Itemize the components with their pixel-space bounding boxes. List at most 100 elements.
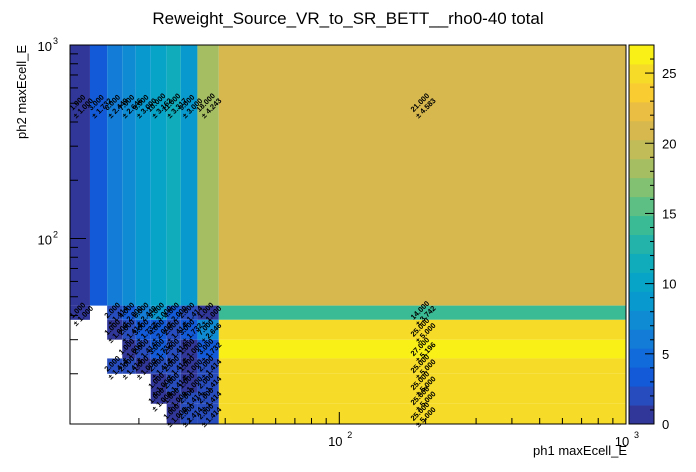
heatmap-cell xyxy=(166,319,181,340)
colorbar-segment xyxy=(629,329,654,349)
heatmap-cell xyxy=(135,319,151,340)
x-tick-label: 10 xyxy=(328,434,342,449)
colorbar-segment xyxy=(629,101,654,122)
heatmap-cell xyxy=(166,373,181,393)
heatmap-cell xyxy=(150,392,167,404)
colorbar-segment xyxy=(629,63,654,84)
x-axis-label: ph1 maxEcell_E xyxy=(533,443,627,458)
y-tick-label: 10 xyxy=(38,233,52,248)
colorbar-segment xyxy=(629,405,654,425)
heatmap-cell xyxy=(218,305,626,320)
heatmap-cell xyxy=(89,45,108,306)
y-tick-exponent: 3 xyxy=(53,36,58,46)
chart-title: Reweight_Source_VR_to_SR_BETT__rho0-40 t… xyxy=(152,9,543,28)
heatmap-cell xyxy=(135,45,151,306)
colorbar-frame xyxy=(628,44,655,425)
heatmap-cell xyxy=(218,403,626,424)
heatmap-cell xyxy=(107,319,123,340)
y-tick-label: 10 xyxy=(38,39,52,54)
colorbar-segment xyxy=(629,272,654,292)
heatmap-cell xyxy=(70,45,90,306)
colorbar-segment xyxy=(629,310,654,330)
heatmap-cell xyxy=(197,392,219,404)
colorbar-segment xyxy=(629,367,654,387)
heatmap-cell xyxy=(166,45,181,306)
heatmap-cell xyxy=(180,305,198,320)
colorbar-tick-label: 5 xyxy=(662,347,669,362)
heatmap-cell xyxy=(218,339,626,359)
heatmap-cell xyxy=(197,373,219,393)
heatmap-cell xyxy=(150,339,167,359)
heatmap-cell xyxy=(122,319,136,340)
heatmap-cell xyxy=(218,392,626,404)
y-axis-label: ph2 maxEcell_E xyxy=(14,45,29,139)
x-tick-exponent: 2 xyxy=(347,430,352,440)
heatmap-cell xyxy=(107,305,123,320)
colorbar-segment xyxy=(629,120,654,141)
plot-frame xyxy=(69,44,627,425)
heatmap-cell xyxy=(218,373,626,393)
heatmap-cell xyxy=(197,45,219,306)
colorbar-segment xyxy=(629,291,654,311)
colorbar-segment xyxy=(629,158,654,179)
heatmap-cell xyxy=(218,319,626,340)
heatmap-cell xyxy=(70,305,90,320)
colorbar-segment xyxy=(629,215,654,235)
colorbar-segment xyxy=(629,177,654,198)
heatmap-cell xyxy=(166,358,181,374)
cell-label: 3.000± 1.732 xyxy=(146,337,173,364)
heatmap-cell xyxy=(150,305,167,320)
heatmap-cell xyxy=(166,392,181,404)
heatmap-cell xyxy=(166,305,181,320)
heatmap-cell xyxy=(166,339,181,359)
heatmap-cell xyxy=(197,339,219,359)
y-tick-exponent: 2 xyxy=(53,230,58,240)
colorbar-segment xyxy=(629,45,654,65)
heatmap-cell xyxy=(122,339,136,359)
colorbar-segment xyxy=(629,234,654,254)
colorbar-segment xyxy=(629,253,654,273)
colorbar-tick-label: 25 xyxy=(662,66,676,81)
heatmap-cell xyxy=(197,358,219,374)
heatmap-cell xyxy=(135,305,151,320)
colorbar-segment xyxy=(629,82,654,103)
heatmap-cell xyxy=(107,358,123,374)
heatmap-cell xyxy=(197,319,219,340)
heatmap-cell xyxy=(180,339,198,359)
heatmap-cell xyxy=(180,403,198,424)
heatmap-cell xyxy=(180,392,198,404)
heatmap-cell xyxy=(180,319,198,340)
colorbar-segment xyxy=(629,139,654,160)
heatmap-cell xyxy=(218,358,626,374)
x-tick-exponent: 3 xyxy=(634,430,639,440)
heatmap-cell xyxy=(150,319,167,340)
color-scale-bar: 0 5 10 15 20 25 xyxy=(628,44,676,432)
heatmap-cell xyxy=(180,373,198,393)
colorbar-tick-label: 15 xyxy=(662,206,676,221)
colorbar-segment xyxy=(629,196,654,217)
heatmap-cell xyxy=(197,305,219,320)
colorbar-segment xyxy=(629,386,654,406)
heatmap-cell xyxy=(135,358,151,374)
x-axis: 10 2 10 3 xyxy=(138,412,639,449)
heatmap-cell xyxy=(180,45,198,306)
heatmap-cell xyxy=(107,45,123,306)
colorbar-tick-label: 0 xyxy=(662,417,669,432)
colorbar-segment xyxy=(629,348,654,368)
heatmap-cell xyxy=(122,358,136,374)
heatmap-cell xyxy=(122,305,136,320)
colorbar-tick-label: 20 xyxy=(662,136,676,151)
heatmap-cell xyxy=(122,45,136,306)
heatmap-cell xyxy=(150,45,167,306)
heatmap-cell xyxy=(135,339,151,359)
heatmap-cells xyxy=(70,45,626,424)
heatmap-cell xyxy=(150,358,167,374)
x-tick-label: 10 xyxy=(615,434,629,449)
colorbar-tick-label: 10 xyxy=(662,277,676,292)
heatmap-cell xyxy=(197,403,219,424)
heatmap-cell xyxy=(180,358,198,374)
heatmap-cell xyxy=(166,403,181,424)
heatmap-cell xyxy=(150,373,167,393)
